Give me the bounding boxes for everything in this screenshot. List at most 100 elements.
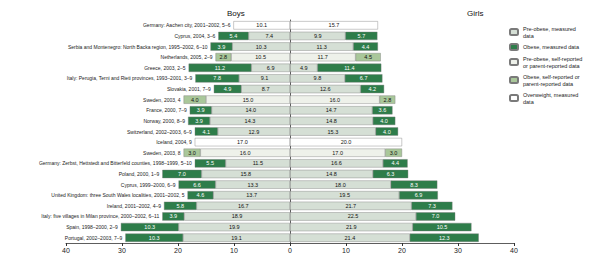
svg-text:4.0: 4.0 [191,97,199,103]
svg-text:8.3: 8.3 [410,182,418,188]
svg-text:11.7: 11.7 [318,54,328,60]
svg-text:3.0: 3.0 [390,150,398,156]
svg-text:4.9: 4.9 [300,65,308,71]
svg-text:Italy: Perugia, Terni and Riet: Italy: Perugia, Terni and Rieti province… [67,75,193,81]
svg-text:40: 40 [62,247,70,254]
svg-text:data: data [523,33,535,39]
svg-text:11.5: 11.5 [253,160,263,166]
svg-text:3.9: 3.9 [169,213,177,219]
svg-text:3.6: 3.6 [379,107,387,113]
svg-text:7.8: 7.8 [213,75,221,81]
svg-text:21.4: 21.4 [345,235,356,241]
svg-text:3.9: 3.9 [195,118,203,124]
svg-text:16.6: 16.6 [331,160,342,166]
svg-text:18.9: 18.9 [232,213,243,219]
svg-text:11.4: 11.4 [344,65,354,71]
svg-text:3.9: 3.9 [218,44,226,50]
svg-text:14.8: 14.8 [326,118,337,124]
svg-text:10.5: 10.5 [255,54,266,60]
svg-text:8.7: 8.7 [262,86,270,92]
svg-text:9.1: 9.1 [261,75,269,81]
svg-text:10.3: 10.3 [144,224,155,230]
svg-text:16.0: 16.0 [329,97,340,103]
svg-text:Switzerland, 2002–2003, 6–9: Switzerland, 2002–2003, 6–9 [127,129,192,135]
svg-text:15.7: 15.7 [329,22,340,28]
svg-text:5.8: 5.8 [176,203,184,209]
svg-text:6.9: 6.9 [267,65,275,71]
svg-text:6.3: 6.3 [387,171,395,177]
svg-text:or parent-reported data: or parent-reported data [523,63,581,69]
svg-text:12.3: 12.3 [439,235,450,241]
svg-text:9.8: 9.8 [314,75,322,81]
svg-text:Girls: Girls [467,9,483,18]
svg-text:3.0: 3.0 [188,150,196,156]
svg-text:Germany: Zerbst, Hettstedt and: Germany: Zerbst, Hettstedt and Bitterfel… [39,160,192,166]
svg-text:France, 2000, 7–9: France, 2000, 7–9 [146,107,187,113]
svg-text:22.5: 22.5 [348,213,359,219]
svg-text:4.0: 4.0 [383,129,391,135]
svg-text:21.9: 21.9 [346,224,357,230]
svg-text:12.6: 12.6 [320,86,331,92]
svg-text:parent-reported data: parent-reported data [523,81,574,87]
svg-text:10: 10 [230,247,238,254]
svg-text:13.7: 13.7 [246,192,257,198]
svg-text:10.3: 10.3 [149,235,160,241]
svg-text:2.8: 2.8 [384,97,392,103]
svg-text:19.1: 19.1 [231,235,242,241]
svg-text:17.0: 17.0 [332,150,343,156]
svg-text:20.0: 20.0 [341,139,352,145]
svg-text:40: 40 [510,247,518,254]
svg-text:Cyprus, 2004, 3–6: Cyprus, 2004, 3–6 [174,33,215,39]
svg-text:20: 20 [174,247,182,254]
svg-text:Iceland, 2004, 9: Iceland, 2004, 9 [156,139,192,145]
svg-text:18.0: 18.0 [335,182,346,188]
svg-text:10.1: 10.1 [256,22,267,28]
svg-text:Cyprus, 1999–2000, 6–9: Cyprus, 1999–2000, 6–9 [121,182,176,188]
svg-text:Ireland, 2001–2002, 4–9: Ireland, 2001–2002, 4–9 [107,203,161,209]
svg-text:4.6: 4.6 [197,192,205,198]
svg-text:15.8: 15.8 [240,171,251,177]
svg-text:Germany: Aachen city, 2001–200: Germany: Aachen city, 2001–2002, 5–6 [143,22,231,28]
svg-text:Portugal, 2002–2003, 7–9: Portugal, 2002–2003, 7–9 [65,235,123,241]
svg-text:Netherlands, 2005, 2–9: Netherlands, 2005, 2–9 [161,54,213,60]
svg-text:17.0: 17.0 [237,139,248,145]
svg-text:Sweden, 2003, 8: Sweden, 2003, 8 [143,150,181,156]
svg-text:United Kingdom: three South Wa: United Kingdom: three South Wales locali… [51,192,184,198]
svg-text:data: data [523,99,535,105]
svg-text:4.5: 4.5 [364,54,372,60]
svg-text:10: 10 [342,247,350,254]
svg-text:15.0: 15.0 [243,97,254,103]
svg-text:16.7: 16.7 [238,203,249,209]
svg-text:4.1: 4.1 [202,129,210,135]
svg-text:6.6: 6.6 [193,182,201,188]
svg-text:19.9: 19.9 [229,224,240,230]
svg-text:Poland, 2000, 1–9: Poland, 2000, 1–9 [119,171,160,177]
svg-text:Serbia and Montenegro: North B: Serbia and Montenegro: North Backa regio… [68,44,208,50]
svg-text:14.8: 14.8 [326,171,337,177]
svg-text:Slovakia, 2001, 7–9: Slovakia, 2001, 7–9 [167,86,211,92]
svg-text:15.3: 15.3 [327,129,338,135]
svg-text:7.0: 7.0 [432,213,440,219]
svg-text:14.7: 14.7 [326,107,337,113]
svg-text:13.3: 13.3 [247,182,258,188]
svg-text:0: 0 [288,247,292,254]
svg-text:6.9: 6.9 [415,192,423,198]
svg-text:4.0: 4.0 [380,118,388,124]
svg-text:4.4: 4.4 [391,160,399,166]
svg-text:10.3: 10.3 [256,44,267,50]
svg-text:4.9: 4.9 [224,86,232,92]
svg-text:4.4: 4.4 [362,44,370,50]
svg-text:5.5: 5.5 [206,160,214,166]
svg-text:14.3: 14.3 [245,118,256,124]
svg-text:11.2: 11.2 [215,65,225,71]
svg-text:Italy: five villages in Milan: Italy: five villages in Milan province, … [41,213,159,219]
svg-text:21.7: 21.7 [345,203,356,209]
svg-text:Sweden, 2003, 4: Sweden, 2003, 4 [143,97,181,103]
svg-text:7.0: 7.0 [178,171,186,177]
svg-text:Obese, self-reported or: Obese, self-reported or [523,74,581,80]
svg-text:14.0: 14.0 [245,107,256,113]
svg-text:Boys: Boys [227,9,245,18]
svg-text:Greece, 2003, 2–5: Greece, 2003, 2–5 [144,65,186,71]
svg-text:Obese, measured data: Obese, measured data [523,44,580,50]
svg-text:5.7: 5.7 [358,33,366,39]
